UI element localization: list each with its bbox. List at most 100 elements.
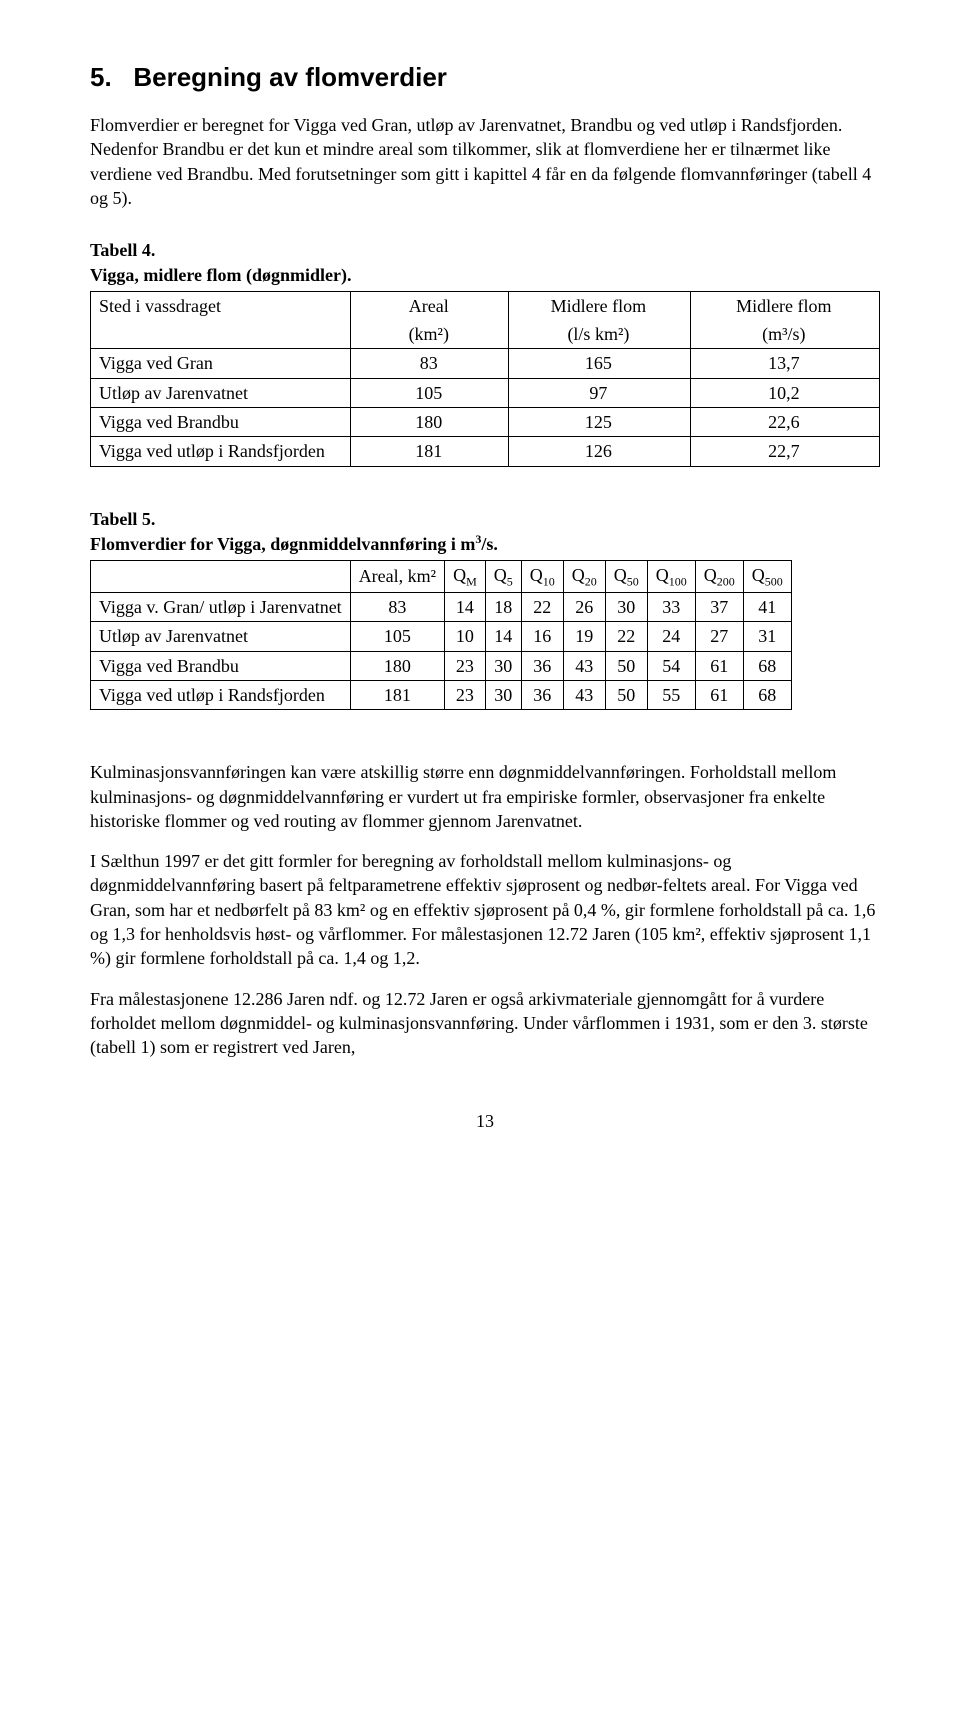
table4-header-row-1: Sted i vassdraget Areal Midlere flom Mid… <box>91 291 880 320</box>
t5-r3v2: 36 <box>521 680 563 709</box>
t4-r3c3: 126 <box>509 437 690 466</box>
t4-r3c1: Vigga ved utløp i Randsfjorden <box>91 437 351 466</box>
t4-r1c2: 105 <box>351 378 509 407</box>
paragraph-2: Kulminasjonsvannføringen kan være atskil… <box>90 760 880 833</box>
t5-h-q2: Q10 <box>521 561 563 593</box>
t5-r2v3: 43 <box>563 651 605 680</box>
section-heading: 5. Beregning av flomverdier <box>90 60 880 95</box>
table-row: Vigga ved Gran 83 165 13,7 <box>91 349 880 378</box>
table-row: Utløp av Jarenvatnet 105 97 10,2 <box>91 378 880 407</box>
t5-r1v3: 19 <box>563 622 605 651</box>
table-row: Vigga ved Brandbu 180 125 22,6 <box>91 408 880 437</box>
t5-r0v0: 14 <box>445 593 486 622</box>
t4-r2c1: Vigga ved Brandbu <box>91 408 351 437</box>
t4-h4a: Midlere flom <box>690 291 879 320</box>
t5-r0v3: 26 <box>563 593 605 622</box>
table4-caption-a: Tabell 4. <box>90 238 880 262</box>
t5-r0area: 83 <box>350 593 444 622</box>
t5-r2v0: 23 <box>445 651 486 680</box>
t5-r3area: 181 <box>350 680 444 709</box>
t4-h3a: Midlere flom <box>509 291 690 320</box>
t5-r2v5: 54 <box>647 651 695 680</box>
t4-r3c4: 22,7 <box>690 437 879 466</box>
t4-h1b <box>91 320 351 349</box>
t5-r3v0: 23 <box>445 680 486 709</box>
t5-r1c1: Utløp av Jarenvatnet <box>91 622 351 651</box>
page-number: 13 <box>90 1109 880 1133</box>
table-row: Vigga ved utløp i Randsfjorden 181 126 2… <box>91 437 880 466</box>
t4-r2c4: 22,6 <box>690 408 879 437</box>
t5-r0v4: 30 <box>605 593 647 622</box>
t5-r3v1: 30 <box>485 680 521 709</box>
t4-r0c1: Vigga ved Gran <box>91 349 351 378</box>
paragraph-3: I Sælthun 1997 er det gitt formler for b… <box>90 849 880 970</box>
section-number: 5. <box>90 62 112 92</box>
table4-header-row-2: (km²) (l/s km²) (m³/s) <box>91 320 880 349</box>
table-row: Utløp av Jarenvatnet 105 10 14 16 19 22 … <box>91 622 792 651</box>
t5-r0v5: 33 <box>647 593 695 622</box>
t5-r0v2: 22 <box>521 593 563 622</box>
t5-r1area: 105 <box>350 622 444 651</box>
table4: Sted i vassdraget Areal Midlere flom Mid… <box>90 291 880 467</box>
table4-caption: Tabell 4. Vigga, midlere flom (døgnmidle… <box>90 238 880 287</box>
t4-r2c3: 125 <box>509 408 690 437</box>
table5-caption-b: Flomverdier for Vigga, døgnmiddelvannfør… <box>90 531 880 556</box>
t5-r0v7: 41 <box>743 593 791 622</box>
t5-r2c1: Vigga ved Brandbu <box>91 651 351 680</box>
t5-h-q0: QM <box>445 561 486 593</box>
table-row: Vigga ved utløp i Randsfjorden 181 23 30… <box>91 680 792 709</box>
t5-r1v7: 31 <box>743 622 791 651</box>
t4-r2c2: 180 <box>351 408 509 437</box>
t5-h-q7: Q500 <box>743 561 791 593</box>
t4-r0c4: 13,7 <box>690 349 879 378</box>
paragraph-4: Fra målestasjonene 12.286 Jaren ndf. og … <box>90 987 880 1060</box>
table5: Areal, km² QM Q5 Q10 Q20 Q50 Q100 Q200 Q… <box>90 560 792 710</box>
table5-header-row: Areal, km² QM Q5 Q10 Q20 Q50 Q100 Q200 Q… <box>91 561 792 593</box>
t5-r2area: 180 <box>350 651 444 680</box>
t5-h-q4: Q50 <box>605 561 647 593</box>
table-row: Vigga ved Brandbu 180 23 30 36 43 50 54 … <box>91 651 792 680</box>
t4-r1c4: 10,2 <box>690 378 879 407</box>
t5-r3v7: 68 <box>743 680 791 709</box>
table5-caption-a: Tabell 5. <box>90 507 880 531</box>
t4-r0c3: 165 <box>509 349 690 378</box>
table-row: Vigga v. Gran/ utløp i Jarenvatnet 83 14… <box>91 593 792 622</box>
t5-r2v6: 61 <box>695 651 743 680</box>
t5-h-c1 <box>91 561 351 593</box>
t4-h2a: Areal <box>351 291 509 320</box>
t5-r1v0: 10 <box>445 622 486 651</box>
t5-h-q1: Q5 <box>485 561 521 593</box>
t5-r1v4: 22 <box>605 622 647 651</box>
t5-r3v6: 61 <box>695 680 743 709</box>
t5-r1v6: 27 <box>695 622 743 651</box>
t5-r2v1: 30 <box>485 651 521 680</box>
t4-r1c3: 97 <box>509 378 690 407</box>
t4-h1a: Sted i vassdraget <box>91 291 351 320</box>
t5-h-q5: Q100 <box>647 561 695 593</box>
t5-r2v7: 68 <box>743 651 791 680</box>
t5-r0c1: Vigga v. Gran/ utløp i Jarenvatnet <box>91 593 351 622</box>
t5-r3v5: 55 <box>647 680 695 709</box>
t5-r3v3: 43 <box>563 680 605 709</box>
t4-r3c2: 181 <box>351 437 509 466</box>
t4-h2b: (km²) <box>351 320 509 349</box>
t4-h4b: (m³/s) <box>690 320 879 349</box>
paragraph-1: Flomverdier er beregnet for Vigga ved Gr… <box>90 113 880 210</box>
t5-r3v4: 50 <box>605 680 647 709</box>
section-title-text: Beregning av flomverdier <box>133 62 447 92</box>
t5-r0v1: 18 <box>485 593 521 622</box>
t5-cap-pre: Flomverdier for Vigga, døgnmiddelvannfør… <box>90 534 475 554</box>
t4-r1c1: Utløp av Jarenvatnet <box>91 378 351 407</box>
t5-r1v5: 24 <box>647 622 695 651</box>
t5-r2v4: 50 <box>605 651 647 680</box>
t5-r3c1: Vigga ved utløp i Randsfjorden <box>91 680 351 709</box>
t5-h-q6: Q200 <box>695 561 743 593</box>
t5-r2v2: 36 <box>521 651 563 680</box>
t4-h3b: (l/s km²) <box>509 320 690 349</box>
t5-r1v2: 16 <box>521 622 563 651</box>
t4-r0c2: 83 <box>351 349 509 378</box>
t5-r1v1: 14 <box>485 622 521 651</box>
table4-caption-b: Vigga, midlere flom (døgnmidler). <box>90 263 880 287</box>
t5-h-q3: Q20 <box>563 561 605 593</box>
t5-cap-post: /s. <box>481 534 498 554</box>
